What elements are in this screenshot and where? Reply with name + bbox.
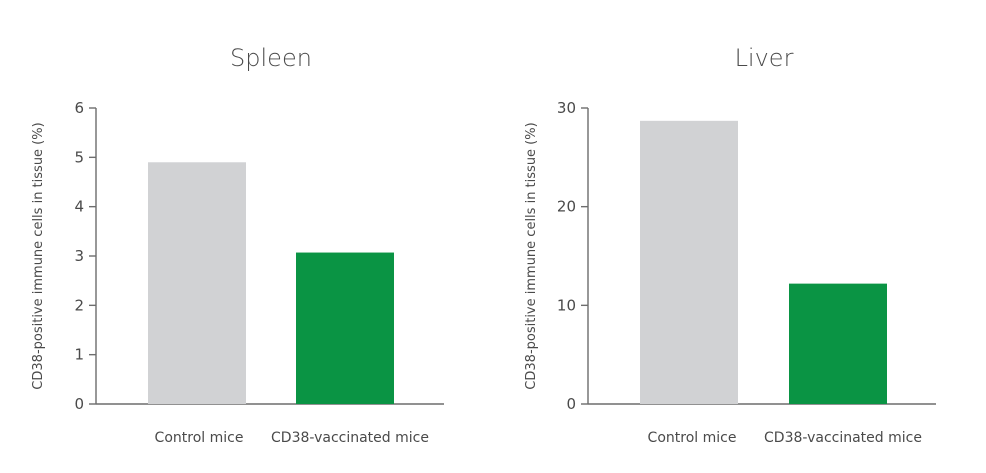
cd38-vaccinated-mice-label: CD38-vaccinated mice xyxy=(271,430,429,446)
y-tick-label: 5 xyxy=(74,148,84,166)
control-mice-label: Control mice xyxy=(155,430,244,446)
control-mice-bar xyxy=(640,120,738,405)
chart-title: Spleen xyxy=(230,44,312,72)
y-tick-label: 10 xyxy=(557,296,576,314)
cd38-vaccinated-mice-label: CD38-vaccinated mice xyxy=(764,430,922,446)
cd38-vaccinated-mice-bar xyxy=(296,252,394,404)
x-axis-labels: Control mice CD38-vaccinated mice xyxy=(155,430,429,446)
control-mice-bar xyxy=(148,162,246,404)
y-tick-label: 4 xyxy=(74,198,84,216)
y-tick-label: 1 xyxy=(74,346,84,364)
cd38-vaccinated-mice-bar xyxy=(789,283,887,404)
y-axis-ticks: 0 1 2 3 4 5 6 xyxy=(74,99,96,413)
y-tick-label: 0 xyxy=(566,395,576,413)
x-axis-labels: Control mice CD38-vaccinated mice xyxy=(648,430,922,446)
bars-group xyxy=(640,120,887,405)
y-tick-label: 30 xyxy=(557,99,576,117)
y-tick-label: 2 xyxy=(74,296,84,314)
chart-title: Liver xyxy=(735,44,794,72)
bars-group xyxy=(148,162,394,404)
control-mice-label: Control mice xyxy=(648,430,737,446)
spleen-chart-panel: Spleen CD38-positive immune cells in tis… xyxy=(31,44,444,446)
y-axis-label: CD38-positive immune cells in tissue (%) xyxy=(524,122,539,389)
y-tick-label: 3 xyxy=(74,247,84,265)
liver-chart-panel: Liver CD38-positive immune cells in tiss… xyxy=(524,44,936,446)
y-axis-label: CD38-positive immune cells in tissue (%) xyxy=(31,122,46,389)
y-axis-ticks: 0 10 20 30 xyxy=(557,99,588,413)
y-tick-label: 6 xyxy=(74,99,84,117)
y-tick-label: 20 xyxy=(557,198,576,216)
y-tick-label: 0 xyxy=(74,395,84,413)
